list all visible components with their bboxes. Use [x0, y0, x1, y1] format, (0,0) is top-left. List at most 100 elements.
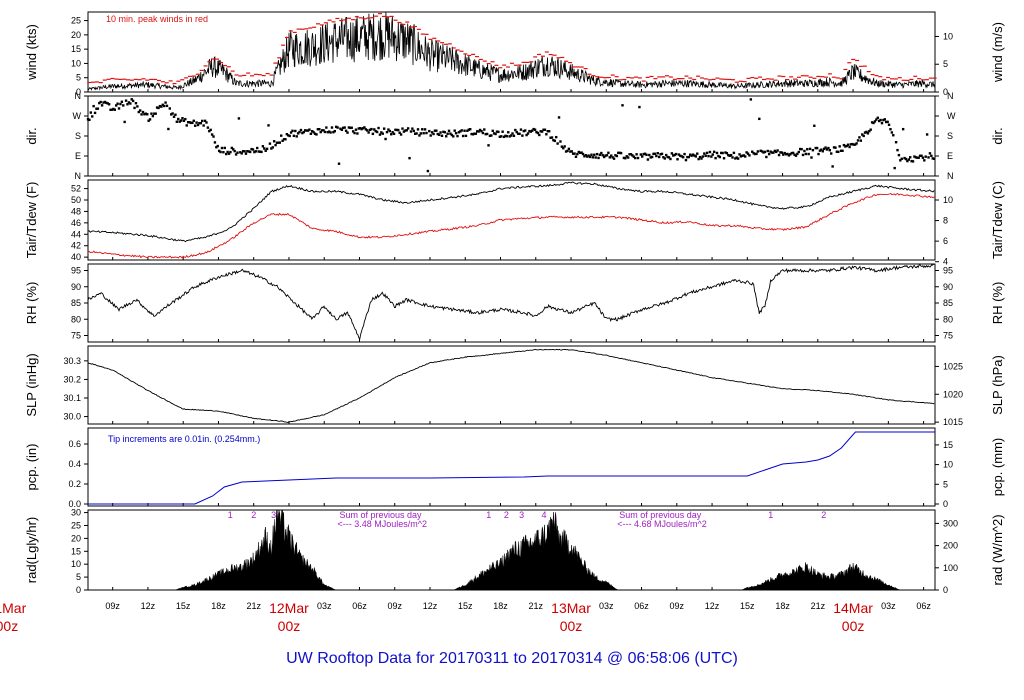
dir-point [660, 152, 664, 156]
dir-point [631, 154, 634, 157]
dir-point [672, 154, 675, 157]
dir-point [432, 132, 435, 136]
time-tick-label: 09z [105, 601, 120, 611]
dir-point [776, 149, 779, 152]
rh-ytick-label: 80 [71, 314, 81, 324]
pcp-panel [84, 427, 939, 507]
dir-point [105, 101, 108, 105]
rad-rtick-label: 300 [943, 518, 958, 528]
pcp-ytick-label: 0.0 [68, 499, 81, 509]
dir-point [522, 129, 525, 133]
dir-point [216, 144, 219, 148]
dir-point [419, 132, 423, 135]
dir-point [798, 147, 802, 151]
temp-ylabel-right: Tair/Tdew (C) [990, 181, 1005, 259]
dir-point [363, 126, 366, 129]
dir-point [916, 156, 919, 159]
dir-point [519, 128, 523, 131]
dir-point [226, 150, 229, 154]
dir-point [263, 147, 266, 150]
dir-point [622, 156, 626, 160]
pcp-series [88, 431, 935, 505]
dir-point [402, 130, 406, 133]
dir-point [507, 131, 510, 134]
rad-hour-marker: 2 [821, 510, 826, 520]
dir-point [405, 129, 408, 132]
dir-point [779, 151, 782, 154]
dir-point [690, 154, 693, 157]
dir-point [309, 132, 313, 135]
dir-point [691, 153, 695, 156]
dir-point [277, 141, 280, 144]
dir-point [284, 138, 287, 141]
dir-point [116, 102, 119, 105]
dir-point [198, 121, 201, 125]
dir-point [311, 129, 314, 133]
dir-point [670, 152, 674, 155]
dir-point [347, 126, 351, 129]
dir-point [333, 129, 337, 133]
dir-point [721, 151, 724, 155]
dir-point [839, 149, 843, 152]
dir-point [144, 112, 148, 115]
dir-point [855, 142, 858, 145]
dir-point [445, 135, 448, 138]
dir-point [602, 155, 606, 159]
time-tick-label: 15z [740, 601, 755, 611]
temp-ylabel: Tair/Tdew (F) [24, 182, 39, 259]
dir-point [851, 142, 854, 146]
dir-point [875, 118, 878, 121]
dir-point [834, 146, 837, 149]
dir-point [127, 101, 131, 104]
dir-point [129, 102, 132, 105]
dir-point [384, 137, 387, 141]
dir-point [546, 130, 549, 133]
dir-point [844, 145, 847, 148]
rh-ytick-label: 95 [71, 266, 81, 276]
dir-point [581, 152, 585, 156]
dir-point [509, 134, 513, 137]
time-tick-label: 18z [211, 601, 226, 611]
dir-point [515, 130, 518, 134]
pcp-rtick-label: 0 [943, 499, 948, 509]
dir-point [821, 150, 824, 153]
rh-ylabel: RH (%) [24, 282, 39, 325]
date-label-time: 00z [842, 618, 865, 634]
dir-point [468, 127, 472, 131]
dir-point [179, 119, 183, 122]
dir-rtick-label: E [947, 151, 953, 161]
dir-point [150, 112, 153, 115]
rad-hour-marker: 1 [486, 510, 491, 520]
dir-point [766, 149, 769, 153]
dir-point [412, 129, 415, 133]
dir-point [483, 128, 486, 131]
dir-point [901, 127, 905, 131]
dir-point [350, 126, 353, 129]
dir-point [885, 120, 888, 124]
dir-point [165, 104, 169, 108]
dir-point [861, 133, 864, 136]
wind-rtick-label: 10 [943, 31, 953, 41]
dir-point [109, 108, 112, 111]
dir-rtick-label: N [947, 171, 954, 181]
dir-point [415, 132, 418, 135]
dir-point [274, 143, 277, 147]
time-tick-label: 12z [423, 601, 438, 611]
dir-point [930, 154, 933, 158]
rh-ytick-label: 85 [71, 298, 81, 308]
dir-point [172, 115, 176, 118]
dir-point [416, 128, 420, 131]
dir-point [652, 152, 655, 156]
time-tick-label: 03z [317, 601, 332, 611]
dir-point [615, 154, 619, 158]
dir-point [866, 132, 870, 135]
dir-point [322, 129, 325, 132]
dir-point [666, 155, 669, 159]
dir-point [436, 132, 439, 136]
dir-point [739, 155, 743, 158]
dir-point [98, 101, 101, 105]
dir-point [562, 147, 565, 150]
dir-point [508, 135, 511, 138]
dir-point [800, 147, 803, 151]
tair-series [87, 181, 935, 243]
